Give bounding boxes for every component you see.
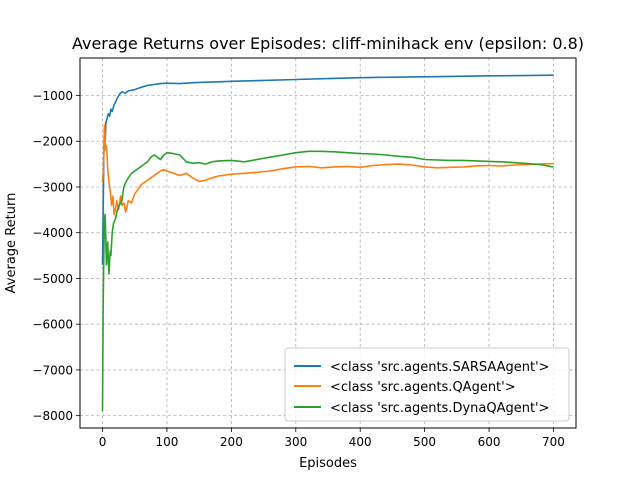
y-tick-label: −6000 bbox=[32, 318, 73, 332]
series-line-qagent bbox=[101, 124, 554, 216]
series-line-sarsa bbox=[101, 74, 554, 265]
legend-label-sarsa: <class 'src.agents.SARSAAgent'> bbox=[330, 360, 550, 375]
x-tick-label: 500 bbox=[413, 435, 436, 449]
legend: <class 'src.agents.SARSAAgent'> <class '… bbox=[284, 347, 570, 422]
x-tick-label: 200 bbox=[220, 435, 243, 449]
x-tick-label: 300 bbox=[284, 435, 307, 449]
legend-box bbox=[284, 347, 570, 422]
x-tick-label: 700 bbox=[542, 435, 565, 449]
legend-label-qagent: <class 'src.agents.QAgent'> bbox=[330, 380, 516, 395]
series-lines bbox=[101, 74, 554, 412]
y-tick-label: −4000 bbox=[32, 226, 73, 240]
x-axis-label: Episodes bbox=[299, 456, 357, 471]
y-tick-label: −1000 bbox=[32, 89, 73, 103]
y-tick-label: −8000 bbox=[32, 409, 73, 423]
legend-label-dynaq: <class 'src.agents.DynaQAgent'> bbox=[330, 401, 550, 416]
y-tick-label: −7000 bbox=[32, 363, 73, 377]
x-tick-label: 400 bbox=[349, 435, 372, 449]
x-tick-label: 600 bbox=[478, 435, 501, 449]
y-tick-label: −5000 bbox=[32, 272, 73, 286]
x-tick-label: 100 bbox=[156, 435, 179, 449]
y-tick-label: −3000 bbox=[32, 180, 73, 194]
chart-title: Average Returns over Episodes: cliff-min… bbox=[72, 34, 584, 53]
series-line-dynaq bbox=[101, 150, 554, 412]
y-tick-label: −2000 bbox=[32, 135, 73, 149]
x-tick-label: 0 bbox=[99, 435, 107, 449]
plot-frame bbox=[79, 57, 577, 429]
axis-ticks: 0 100 200 300 400 500 600 700 −8000 −7000 −6000 −50… bbox=[32, 89, 565, 449]
y-axis-label: Average Return bbox=[4, 193, 19, 294]
